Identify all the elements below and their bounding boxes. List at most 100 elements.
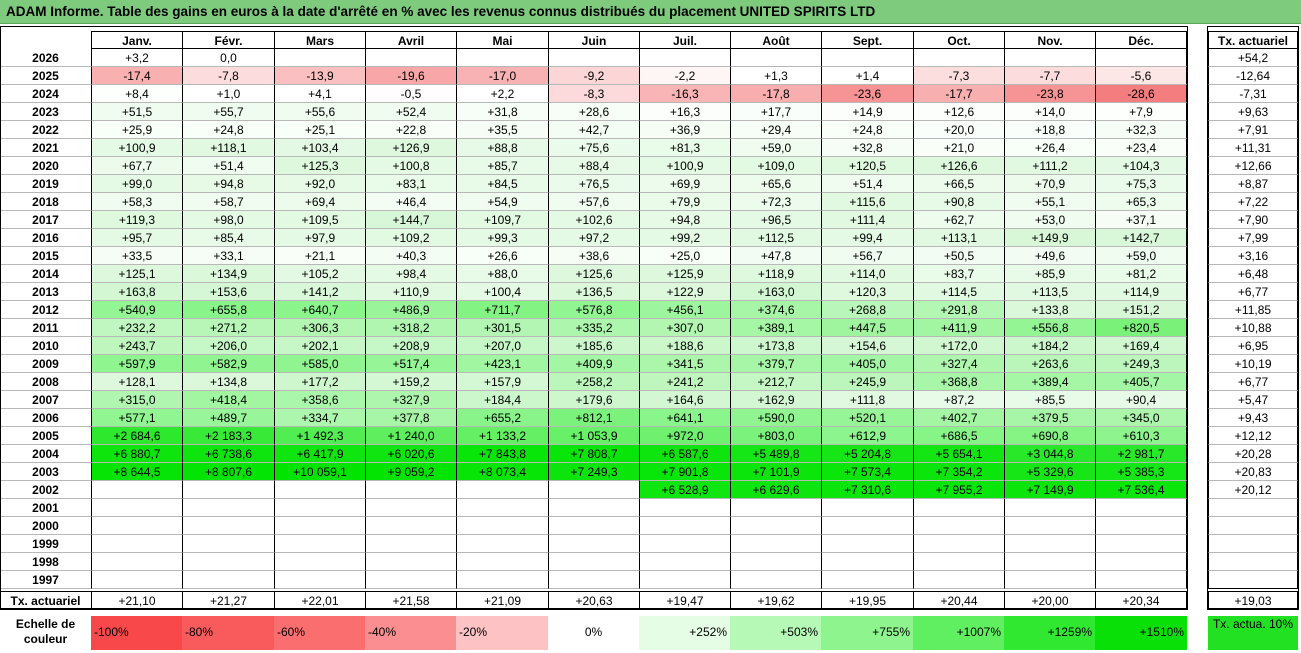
tx-actuariel-cell: +10,19 — [1208, 355, 1298, 373]
table-cell: +327,9 — [365, 391, 456, 409]
table-cell — [182, 535, 274, 553]
month-header: Oct. — [913, 31, 1004, 49]
year-label: 2005 — [0, 427, 91, 445]
tx-actuariel-cell: +7,90 — [1208, 211, 1298, 229]
table-cell: +812,1 — [548, 409, 639, 427]
table-cell: +184,4 — [456, 391, 548, 409]
table-cell: +51,4 — [821, 175, 913, 193]
table-cell: +109,5 — [274, 211, 365, 229]
table-cell: +59,0 — [730, 139, 821, 157]
color-scale-label: Echelle de couleur — [15, 617, 76, 646]
table-cell: +83,1 — [365, 175, 456, 193]
table-cell: +163,8 — [91, 283, 182, 301]
table-cell: +245,9 — [821, 373, 913, 391]
table-cell — [548, 517, 639, 535]
table-cell: -17,4 — [91, 67, 182, 85]
table-cell: +142,7 — [1095, 229, 1187, 247]
table-cell: +99,2 — [639, 229, 730, 247]
table-cell: +59,0 — [1095, 247, 1187, 265]
table-cell — [1004, 517, 1095, 535]
table-cell — [821, 49, 913, 67]
table-cell: +1 492,3 — [274, 427, 365, 445]
table-cell: +315,0 — [91, 391, 182, 409]
table-cell — [456, 553, 548, 571]
table-cell: +597,9 — [91, 355, 182, 373]
table-cell: +21,1 — [274, 247, 365, 265]
table-cell: +14,9 — [821, 103, 913, 121]
table-cell: +23,4 — [1095, 139, 1187, 157]
table-cell: +3,2 — [91, 49, 182, 67]
table-cell: +5 489,8 — [730, 445, 821, 463]
table-cell: +85,9 — [1004, 265, 1095, 283]
table-cell: +159,2 — [365, 373, 456, 391]
year-label: 2024 — [0, 85, 91, 103]
tx-actuariel-cell — [1208, 571, 1298, 589]
color-scale-step: +503% — [730, 616, 821, 650]
table-cell: +100,4 — [456, 283, 548, 301]
table-cell: +6 587,6 — [639, 445, 730, 463]
table-cell: +7 249,3 — [548, 463, 639, 481]
table-cell: +79,9 — [639, 193, 730, 211]
table-cell: +1 053,9 — [548, 427, 639, 445]
table-cell: +76,5 — [548, 175, 639, 193]
table-cell: +655,2 — [456, 409, 548, 427]
table-cell: +686,5 — [913, 427, 1004, 445]
table-cell: -0,5 — [365, 85, 456, 103]
table-cell — [91, 535, 182, 553]
table-cell: +111,4 — [821, 211, 913, 229]
table-cell: +803,0 — [730, 427, 821, 445]
table-cell: +134,9 — [182, 265, 274, 283]
table-cell: +100,9 — [639, 157, 730, 175]
tx-actuariel-cell: +8,87 — [1208, 175, 1298, 193]
table-cell — [821, 535, 913, 553]
table-cell: +58,7 — [182, 193, 274, 211]
table-cell — [456, 535, 548, 553]
table-cell: +40,3 — [365, 247, 456, 265]
table-cell — [274, 49, 365, 67]
table-cell: +405,7 — [1095, 373, 1187, 391]
table-cell — [182, 553, 274, 571]
table-cell: +125,1 — [91, 265, 182, 283]
table-cell: +6 629,6 — [730, 481, 821, 499]
table-cell — [639, 535, 730, 553]
table-cell: -19,6 — [365, 67, 456, 85]
table-cell: +113,1 — [913, 229, 1004, 247]
table-cell: +100,9 — [91, 139, 182, 157]
table-cell: +4,1 — [274, 85, 365, 103]
year-label: 2010 — [0, 337, 91, 355]
table-cell: +35,5 — [456, 121, 548, 139]
table-cell: +49,6 — [1004, 247, 1095, 265]
table-cell: +7 843,8 — [456, 445, 548, 463]
table-cell: +271,2 — [182, 319, 274, 337]
footer-cell: +20,00 — [1004, 591, 1095, 609]
table-cell: +52,4 — [365, 103, 456, 121]
table-cell: +418,4 — [182, 391, 274, 409]
table-cell: +318,2 — [365, 319, 456, 337]
table-cell — [821, 517, 913, 535]
table-cell: +51,4 — [182, 157, 274, 175]
table-cell: +7 310,6 — [821, 481, 913, 499]
table-cell: +118,1 — [182, 139, 274, 157]
tx-actuariel-cell: -7,31 — [1208, 85, 1298, 103]
table-cell: +447,5 — [821, 319, 913, 337]
table-cell: +29,4 — [730, 121, 821, 139]
table-cell — [274, 517, 365, 535]
table-cell — [639, 499, 730, 517]
year-label: 2019 — [0, 175, 91, 193]
table-cell: +1,3 — [730, 67, 821, 85]
table-cell: +67,7 — [91, 157, 182, 175]
color-scale-step: +755% — [821, 616, 913, 650]
tx-actuariel-cell: +9,43 — [1208, 409, 1298, 427]
color-scale-step: -60% — [274, 616, 365, 650]
footer-cell: +21,09 — [456, 591, 548, 609]
table-cell: +24,8 — [821, 121, 913, 139]
table-cell: +98,4 — [365, 265, 456, 283]
table-cell: +53,0 — [1004, 211, 1095, 229]
table-cell: +125,9 — [639, 265, 730, 283]
tx-actuariel-cell: +3,16 — [1208, 247, 1298, 265]
table-cell — [548, 481, 639, 499]
table-cell — [1004, 535, 1095, 553]
table-cell: +3 044,8 — [1004, 445, 1095, 463]
table-cell: +47,8 — [730, 247, 821, 265]
table-cell: +111,2 — [1004, 157, 1095, 175]
